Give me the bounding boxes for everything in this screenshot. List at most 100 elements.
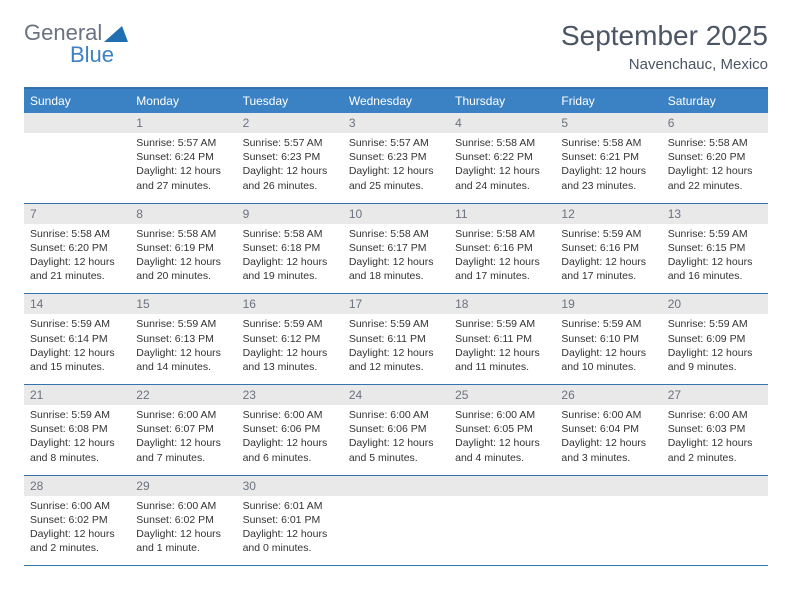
day-cell: Sunrise: 5:58 AMSunset: 6:19 PMDaylight:… (130, 224, 236, 294)
day-number: 30 (237, 476, 343, 496)
sunrise-text: Sunrise: 6:00 AM (243, 408, 337, 422)
sunset-text: Sunset: 6:11 PM (455, 332, 549, 346)
daylight-text: Daylight: 12 hours and 20 minutes. (136, 255, 230, 283)
sunrise-text: Sunrise: 5:59 AM (349, 317, 443, 331)
daylight-text: Daylight: 12 hours and 25 minutes. (349, 164, 443, 192)
sunset-text: Sunset: 6:16 PM (561, 241, 655, 255)
day-number: 22 (130, 385, 236, 405)
day-cell: Sunrise: 5:58 AMSunset: 6:21 PMDaylight:… (555, 133, 661, 203)
day-cell: Sunrise: 5:59 AMSunset: 6:15 PMDaylight:… (662, 224, 768, 294)
sunset-text: Sunset: 6:04 PM (561, 422, 655, 436)
day-data-row: Sunrise: 5:57 AMSunset: 6:24 PM Daylight:… (24, 133, 768, 203)
sunrise-text: Sunrise: 5:58 AM (668, 136, 762, 150)
day-number (449, 476, 555, 496)
day-number: 29 (130, 476, 236, 496)
day-number (343, 476, 449, 496)
day-number: 4 (449, 113, 555, 133)
day-cell: Sunrise: 6:00 AMSunset: 6:02 PMDaylight:… (130, 496, 236, 566)
weekday-mon: Monday (130, 89, 236, 113)
title-block: September 2025 Navenchauc, Mexico (561, 20, 768, 73)
day-cell: Sunrise: 5:59 AMSunset: 6:13 PMDaylight:… (130, 314, 236, 384)
daylight-text: Daylight: 12 hours and 19 minutes. (243, 255, 337, 283)
sunrise-text: Sunrise: 6:00 AM (561, 408, 655, 422)
day-number: 24 (343, 385, 449, 405)
sunrise-text: Sunrise: 5:59 AM (668, 227, 762, 241)
sunset-text: Sunset: 6:20 PM (30, 241, 124, 255)
sunset-text: Sunset: 6:07 PM (136, 422, 230, 436)
weekday-wed: Wednesday (343, 89, 449, 113)
sunset-text: Sunset: 6:24 PM (136, 150, 230, 164)
day-cell (555, 496, 661, 566)
daynum-row: 14151617181920 (24, 294, 768, 314)
day-number: 11 (449, 204, 555, 224)
sunrise-text: Sunrise: 5:57 AM (136, 136, 230, 150)
day-number: 17 (343, 294, 449, 314)
daylight-text: Daylight: 12 hours and 24 minutes. (455, 164, 549, 192)
day-number: 20 (662, 294, 768, 314)
day-number: 7 (24, 204, 130, 224)
sunset-text: Sunset: 6:14 PM (30, 332, 124, 346)
day-number: 18 (449, 294, 555, 314)
daylight-text: Daylight: 12 hours and 23 minutes. (561, 164, 655, 192)
day-cell: Sunrise: 5:57 AMSunset: 6:23 PMDaylight:… (237, 133, 343, 203)
week-row: 123456 Sunrise: 5:57 AMSunset: 6:24 PM Day… (24, 113, 768, 204)
day-cell: Sunrise: 5:57 AMSunset: 6:24 PMDaylight:… (130, 133, 236, 203)
sunset-text: Sunset: 6:03 PM (668, 422, 762, 436)
daylight-text: Daylight: 12 hours and 14 minutes. (136, 346, 230, 374)
daylight-text: Daylight: 12 hours and 26 minutes. (243, 164, 337, 192)
day-data-row: Sunrise: 5:59 AM Sunset: 6:14 PM Daylight:… (24, 314, 768, 384)
daylight-text: Daylight: 12 hours and 4 minutes. (455, 436, 549, 464)
sunset-text: Sunset: 6:19 PM (136, 241, 230, 255)
sunset-text: Sunset: 6:05 PM (455, 422, 549, 436)
day-cell (449, 496, 555, 566)
sunrise-text: Sunrise: 5:59 AM (136, 317, 230, 331)
day-number: 28 (24, 476, 130, 496)
day-number (24, 113, 130, 133)
sunrise-text: Sunrise: 5:59 AM (561, 227, 655, 241)
daylight-text: Daylight: 12 hours and 3 minutes. (561, 436, 655, 464)
sunrise-text: Sunrise: 5:58 AM (455, 227, 549, 241)
sunset-text: Sunset: 6:22 PM (455, 150, 549, 164)
daylight-text: Daylight: 12 hours and 1 minute. (136, 527, 230, 555)
sunset-text: Sunset: 6:23 PM (349, 150, 443, 164)
day-cell: Sunrise: 5:58 AMSunset: 6:20 PMDaylight:… (24, 224, 130, 294)
day-number: 12 (555, 204, 661, 224)
daynum-row: 21222324252627 (24, 385, 768, 405)
week-row: 21222324252627Sunrise: 5:59 AMSunset: 6:… (24, 385, 768, 476)
daylight-text: Daylight: 12 hours and 17 minutes. (561, 255, 655, 283)
day-number: 21 (24, 385, 130, 405)
sunrise-text: Sunrise: 6:00 AM (136, 499, 230, 513)
sunrise-text: Sunrise: 6:00 AM (136, 408, 230, 422)
day-cell: Sunrise: 5:59 AMSunset: 6:16 PMDaylight:… (555, 224, 661, 294)
daylight-text: Daylight: 12 hours and 10 minutes. (561, 346, 655, 374)
sunset-text: Sunset: 6:06 PM (349, 422, 443, 436)
day-cell: Sunrise: 5:58 AMSunset: 6:17 PMDaylight:… (343, 224, 449, 294)
daylight-text: Daylight: 12 hours and 7 minutes. (136, 436, 230, 464)
sunset-text: Sunset: 6:09 PM (668, 332, 762, 346)
day-cell (343, 496, 449, 566)
sunset-text: Sunset: 6:12 PM (243, 332, 337, 346)
day-cell: Sunrise: 6:00 AMSunset: 6:03 PMDaylight:… (662, 405, 768, 475)
daylight-text: Daylight: 12 hours and 18 minutes. (349, 255, 443, 283)
sunset-text: Sunset: 6:20 PM (668, 150, 762, 164)
day-number: 27 (662, 385, 768, 405)
day-number: 25 (449, 385, 555, 405)
day-cell: Sunrise: 5:59 AMSunset: 6:11 PMDaylight:… (449, 314, 555, 384)
day-cell: Sunrise: 5:59 AMSunset: 6:11 PMDaylight:… (343, 314, 449, 384)
daylight-text: Daylight: 12 hours and 2 minutes. (668, 436, 762, 464)
weekday-header-row: Sunday Monday Tuesday Wednesday Thursday… (24, 89, 768, 113)
sunrise-text: Sunrise: 5:58 AM (30, 227, 124, 241)
day-number: 10 (343, 204, 449, 224)
day-cell: Sunrise: 6:00 AMSunset: 6:07 PMDaylight:… (130, 405, 236, 475)
day-cell: Sunrise: 5:58 AMSunset: 6:20 PMDaylight:… (662, 133, 768, 203)
day-number: 16 (237, 294, 343, 314)
daynum-row: 123456 (24, 113, 768, 133)
sunrise-text: Sunrise: 6:00 AM (30, 499, 124, 513)
day-cell: Sunrise: 6:00 AMSunset: 6:04 PMDaylight:… (555, 405, 661, 475)
daylight-text: Daylight: 12 hours and 6 minutes. (243, 436, 337, 464)
day-number: 26 (555, 385, 661, 405)
daylight-text: Daylight: 12 hours and 5 minutes. (349, 436, 443, 464)
day-number: 6 (662, 113, 768, 133)
day-cell (24, 133, 130, 203)
calendar: Sunday Monday Tuesday Wednesday Thursday… (24, 87, 768, 566)
